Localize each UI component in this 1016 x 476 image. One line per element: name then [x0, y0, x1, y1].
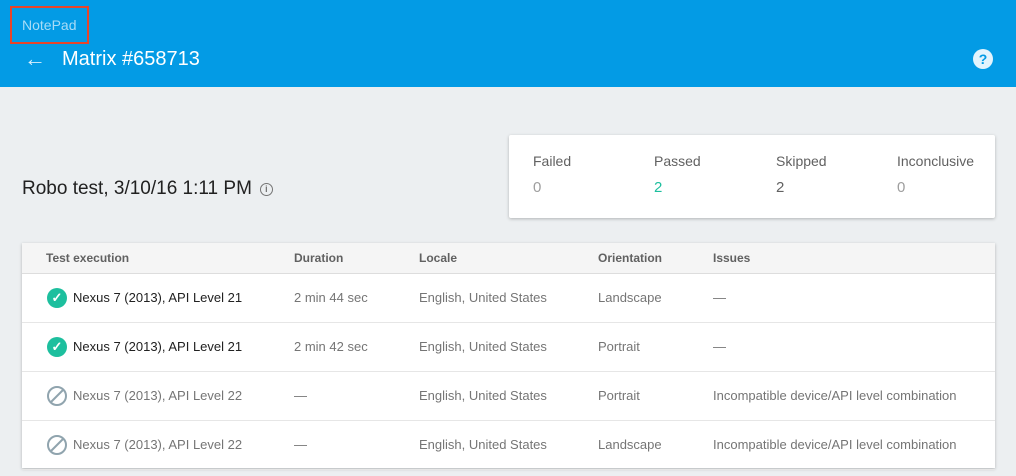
locale: English, United States	[419, 388, 547, 403]
stat-label: Failed	[533, 153, 572, 169]
column-header: Orientation	[598, 251, 663, 265]
stat-value: 2	[654, 179, 663, 196]
executions-table: Test execution Duration Locale Orientati…	[22, 243, 995, 470]
table-row[interactable]: ✓ Nexus 7 (2013), API Level 21 2 min 44 …	[22, 274, 995, 323]
stat-value: 0	[533, 179, 542, 196]
stat-failed: Failed 0	[533, 153, 571, 196]
orientation: Landscape	[598, 290, 662, 305]
issues: Incompatible device/API level combinatio…	[713, 388, 957, 403]
execution-name[interactable]: Nexus 7 (2013), API Level 21	[73, 290, 243, 305]
orientation: Portrait	[598, 339, 640, 354]
test-title: Robo test, 3/10/16 1:11 PM i	[22, 177, 273, 201]
issues: Incompatible device/API level combinatio…	[713, 437, 957, 452]
app-header: NotePad ← Matrix #658713 ?	[0, 0, 1016, 87]
locale: English, United States	[419, 437, 547, 452]
help-icon[interactable]: ?	[973, 49, 993, 69]
check-circle-icon: ✓	[47, 288, 67, 308]
check-circle-icon: ✓	[47, 337, 67, 357]
duration: —	[294, 437, 307, 452]
page-title: Matrix #658713	[62, 48, 200, 70]
column-header: Duration	[294, 251, 344, 265]
stat-inconclusive: Inconclusive 0	[897, 153, 974, 196]
locale: English, United States	[419, 339, 547, 354]
execution-name[interactable]: Nexus 7 (2013), API Level 22	[73, 388, 243, 403]
stat-label: Skipped	[776, 153, 827, 169]
duration: —	[294, 388, 307, 403]
column-header: Locale	[419, 251, 458, 265]
table-row[interactable]: ✓ Nexus 7 (2013), API Level 21 2 min 42 …	[22, 323, 995, 372]
duration: 2 min 42 sec	[294, 339, 368, 354]
table-header: Test execution Duration Locale Orientati…	[22, 243, 995, 274]
column-header: Issues	[713, 251, 751, 265]
locale: English, United States	[419, 290, 547, 305]
stat-value: 2	[776, 179, 785, 196]
issues: —	[713, 339, 726, 354]
test-title-text: Robo test, 3/10/16 1:11 PM	[22, 178, 252, 199]
orientation: Landscape	[598, 437, 662, 452]
summary-card: Failed 0 Passed 2 Skipped 2 Inconclusive 0	[509, 135, 995, 218]
table-row[interactable]: Nexus 7 (2013), API Level 22 — English, …	[22, 372, 995, 421]
stat-label: Inconclusive	[897, 153, 975, 169]
app-name[interactable]: NotePad	[10, 6, 89, 44]
blocked-icon	[47, 386, 67, 406]
duration: 2 min 44 sec	[294, 290, 368, 305]
execution-name[interactable]: Nexus 7 (2013), API Level 22	[73, 437, 243, 452]
issues: —	[713, 290, 726, 305]
stat-skipped: Skipped 2	[776, 153, 827, 196]
blocked-icon	[47, 435, 67, 455]
info-icon[interactable]: i	[259, 183, 273, 196]
table-row[interactable]: Nexus 7 (2013), API Level 22 — English, …	[22, 421, 995, 470]
stat-passed: Passed 2	[654, 153, 701, 196]
column-header: Test execution	[46, 251, 130, 265]
stat-label: Passed	[654, 153, 701, 169]
execution-name[interactable]: Nexus 7 (2013), API Level 21	[73, 339, 243, 354]
orientation: Portrait	[598, 388, 640, 403]
stat-value: 0	[897, 179, 906, 196]
arrow-back-icon[interactable]: ←	[24, 46, 46, 71]
